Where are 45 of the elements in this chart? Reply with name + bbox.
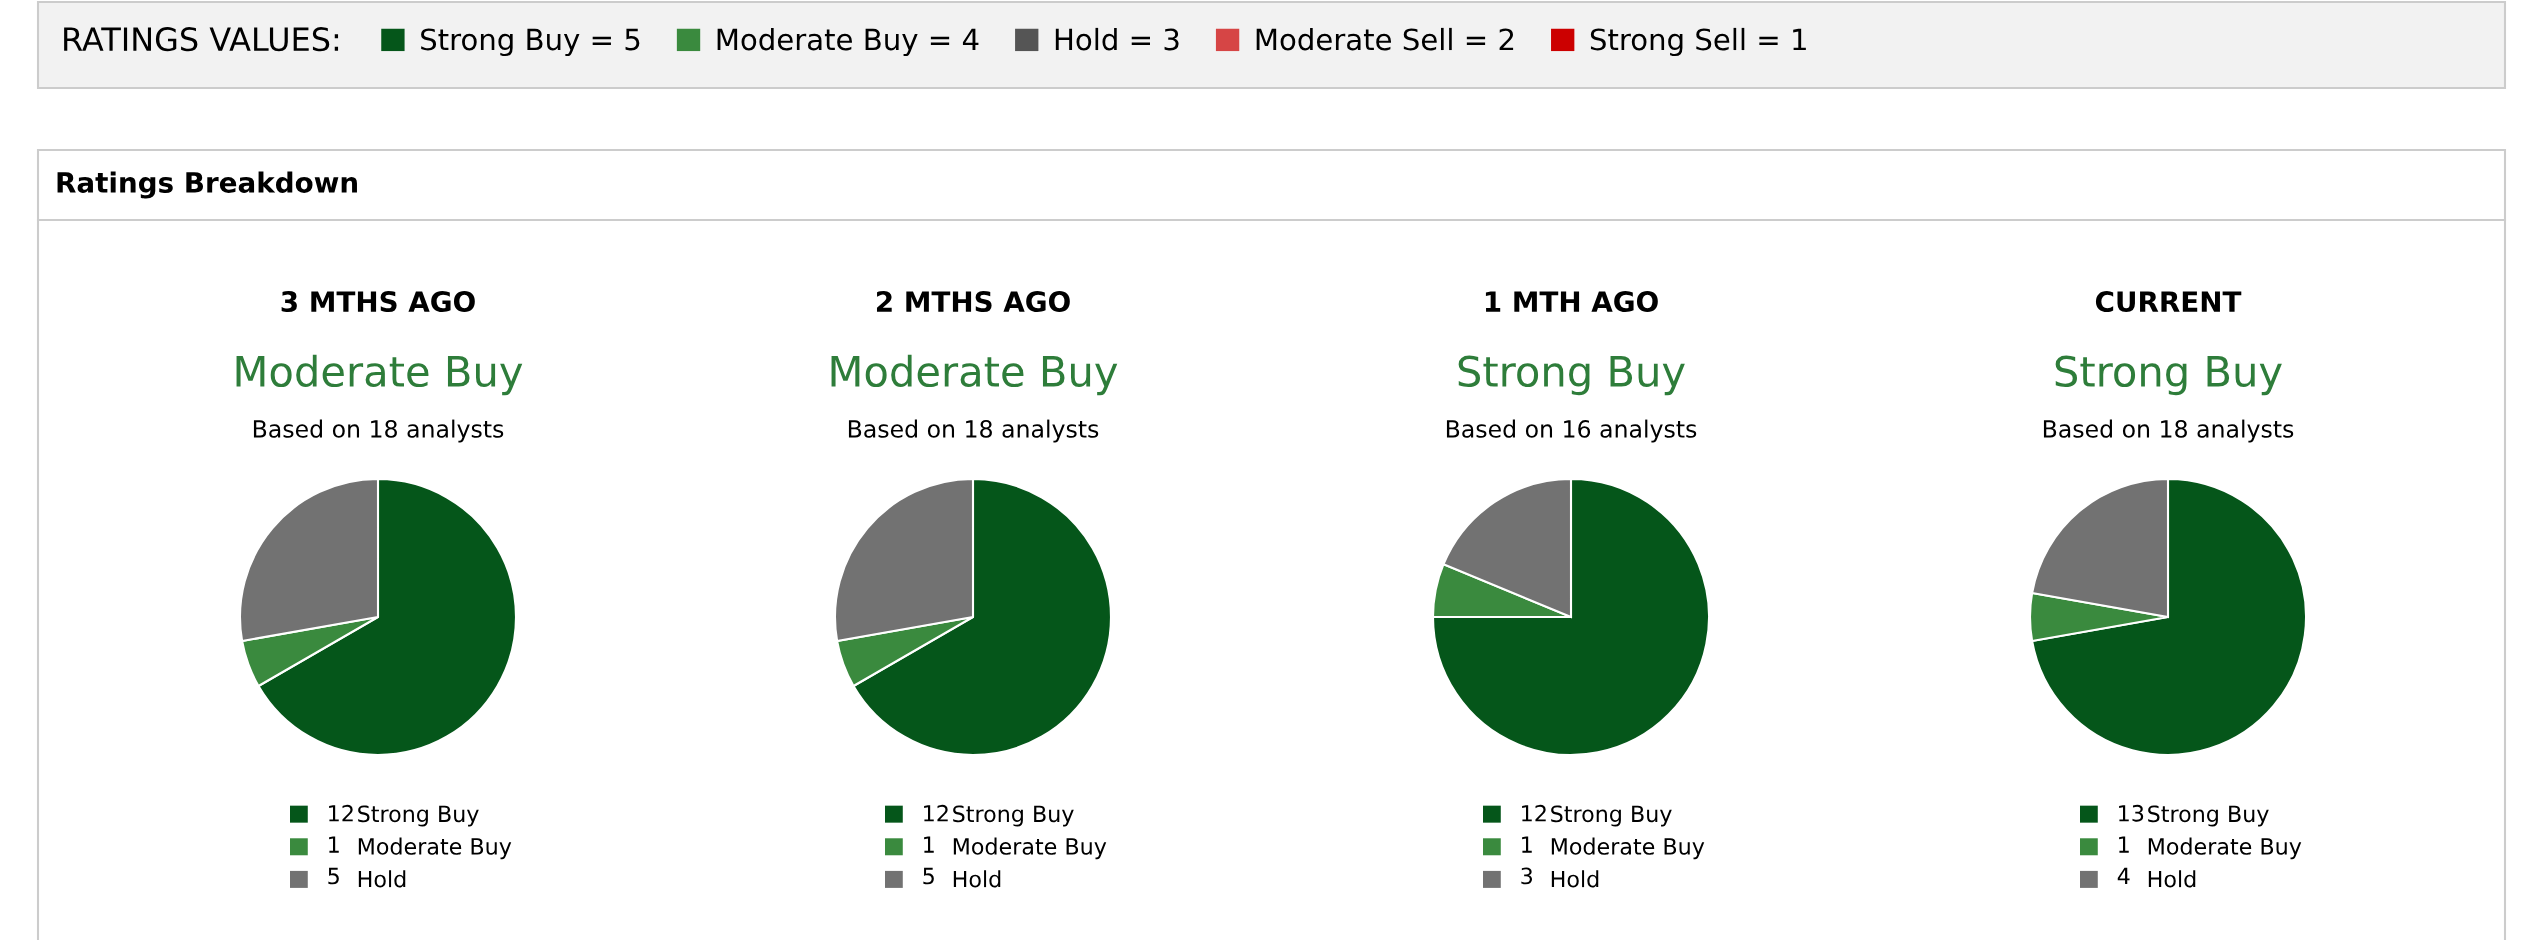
pie-slice xyxy=(2031,477,2308,757)
text: Based on 18 analysts xyxy=(253,419,504,443)
legend-label: Hold xyxy=(1551,870,1599,888)
legend-label: Hold xyxy=(2148,870,2196,888)
data-label: 12 xyxy=(329,804,353,822)
chart-title: 2 MTHS AGO xyxy=(876,291,1070,313)
text: RATINGS VALUES: xyxy=(64,27,339,52)
data-label: 1 xyxy=(1522,836,1532,853)
data-label: 12 xyxy=(924,804,948,822)
chart-subtitle: Strong Buy xyxy=(1458,355,1685,396)
data-label: 12 xyxy=(1522,804,1546,822)
chart-subtitle: Moderate Buy xyxy=(236,354,523,396)
text: Ratings Breakdown xyxy=(57,171,357,199)
legend-label: Strong Buy xyxy=(358,805,479,827)
chart-title: 3 MTHS AGO xyxy=(281,291,475,313)
chart-subtitle: Moderate Buy xyxy=(831,354,1118,396)
legend-label: Hold xyxy=(953,870,1001,888)
chart-title: CURRENT xyxy=(2095,291,2242,313)
data-label: 5 xyxy=(923,867,934,885)
text: Based on 18 analysts xyxy=(848,419,1099,443)
chart-subtitle: Strong Buy xyxy=(2055,355,2282,396)
category-label: Moderate Sell = 2 xyxy=(1256,27,1514,51)
legend-label: Moderate Buy xyxy=(2148,837,2302,860)
chart-title: 1 MTH AGO xyxy=(1485,291,1658,313)
text: Based on 16 analysts xyxy=(1446,419,1697,443)
data-label: 13 xyxy=(2119,804,2144,822)
category-label: Strong Buy = 5 xyxy=(421,28,640,57)
legend-label: Moderate Buy xyxy=(1551,837,1705,860)
legend-label: Strong Buy xyxy=(953,805,1074,827)
data-label: 3 xyxy=(1521,867,1533,885)
legend-label: Hold xyxy=(358,870,406,888)
legend-label: Moderate Buy xyxy=(358,837,512,860)
data-label: 1 xyxy=(329,836,339,853)
category-label: Hold = 3 xyxy=(1055,27,1179,51)
data-label: 1 xyxy=(2119,836,2129,853)
pie-slice xyxy=(1431,477,1711,757)
category-label: Moderate Buy = 4 xyxy=(717,27,979,57)
data-label: 1 xyxy=(924,836,934,853)
legend-label: Strong Buy xyxy=(1551,805,1672,827)
data-label: 5 xyxy=(328,867,339,885)
legend-label: Strong Buy xyxy=(2148,805,2269,827)
text: Based on 18 analysts xyxy=(2043,419,2294,443)
data-label: 4 xyxy=(2117,867,2130,885)
category-label: Strong Sell = 1 xyxy=(1590,27,1806,57)
legend-label: Moderate Buy xyxy=(953,837,1107,860)
